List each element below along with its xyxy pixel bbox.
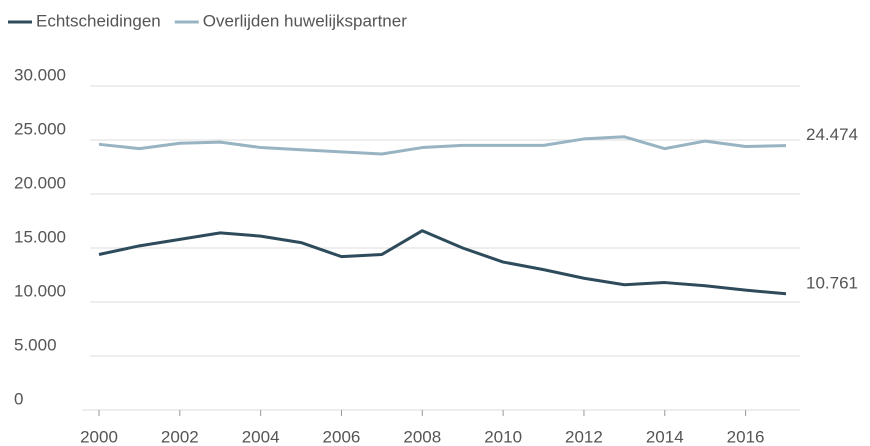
x-tick-label: 2002 — [161, 427, 199, 446]
value-label: 24.474 — [806, 125, 858, 144]
legend-label: Overlijden huwelijkspartner — [203, 11, 407, 30]
x-tick-label: 2008 — [403, 427, 441, 446]
y-tick-label: 10.000 — [14, 281, 66, 300]
x-tick-label: 2004 — [242, 427, 280, 446]
series-line — [98, 229, 787, 296]
y-tick-label: 5.000 — [14, 335, 57, 354]
value-label: 10.761 — [806, 273, 858, 292]
x-tick-label: 2014 — [646, 427, 684, 446]
y-tick-label: 0 — [14, 389, 23, 408]
legend-label: Echtscheidingen — [36, 11, 161, 30]
x-tick-label: 2016 — [727, 427, 765, 446]
x-tick-label: 2012 — [565, 427, 603, 446]
x-tick-label: 2006 — [323, 427, 361, 446]
y-tick-label: 25.000 — [14, 119, 66, 138]
series-line — [98, 135, 787, 156]
x-tick-label: 2000 — [80, 427, 118, 446]
y-tick-label: 20.000 — [14, 173, 66, 192]
y-tick-label: 30.000 — [14, 65, 66, 84]
y-tick-label: 15.000 — [14, 227, 66, 246]
x-tick-label: 2010 — [484, 427, 522, 446]
